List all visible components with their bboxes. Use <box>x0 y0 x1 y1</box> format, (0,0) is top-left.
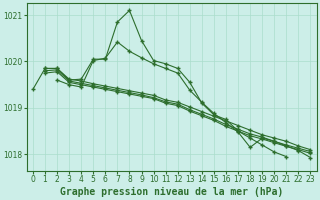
X-axis label: Graphe pression niveau de la mer (hPa): Graphe pression niveau de la mer (hPa) <box>60 186 283 197</box>
